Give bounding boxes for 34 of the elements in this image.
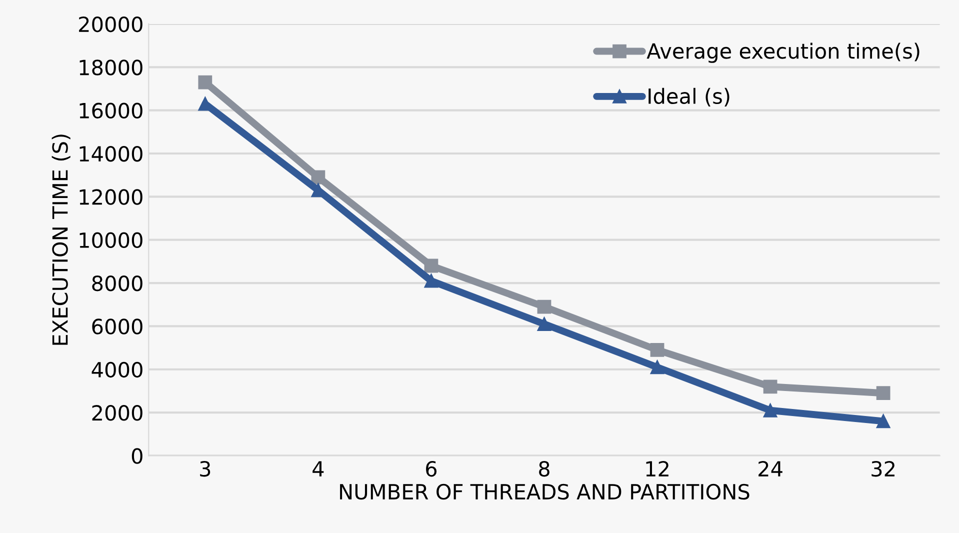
y-tick-label: 16000: [80, 102, 142, 119]
y-tick-label: 0: [132, 448, 142, 464]
x-axis-title: NUMBER OF THREADS AND PARTITIONS: [340, 484, 750, 500]
legend-label: Average execution time(s): [646, 42, 920, 63]
y-tick-label: 8000: [92, 275, 142, 292]
x-tick-label: 12: [646, 460, 668, 476]
x-tick-label: 24: [758, 460, 782, 476]
point: [650, 360, 664, 374]
y-tick-label: 4000: [92, 362, 142, 378]
point: [537, 317, 552, 331]
y-tick-label: 18000: [80, 60, 142, 76]
y-tick-label: 12000: [80, 189, 142, 205]
y-axis-title: EXECUTION TIME (S): [52, 134, 70, 345]
y-tick-label: 14000: [80, 146, 142, 162]
point: [311, 170, 326, 184]
x-tick-label: 3: [200, 460, 210, 477]
y-tick-label: 20000: [79, 16, 142, 32]
y-tick-label: 6000: [92, 318, 142, 334]
x-tick-label: 6: [426, 460, 437, 477]
point: [763, 380, 778, 394]
point: [537, 300, 552, 314]
x-tick-label: 8: [539, 460, 550, 477]
y-tick-label: 2000: [92, 404, 142, 421]
legend-label: Ideal (s): [648, 88, 730, 106]
point: [763, 403, 778, 418]
x-tick-label: 32: [872, 460, 894, 477]
x-tick-label: 4: [312, 461, 324, 476]
point: [876, 386, 890, 400]
y-tick-label: 10000: [80, 232, 142, 248]
point: [650, 342, 664, 357]
point: [424, 258, 438, 273]
point: [424, 274, 438, 288]
point: [876, 414, 890, 428]
point: [198, 75, 212, 90]
